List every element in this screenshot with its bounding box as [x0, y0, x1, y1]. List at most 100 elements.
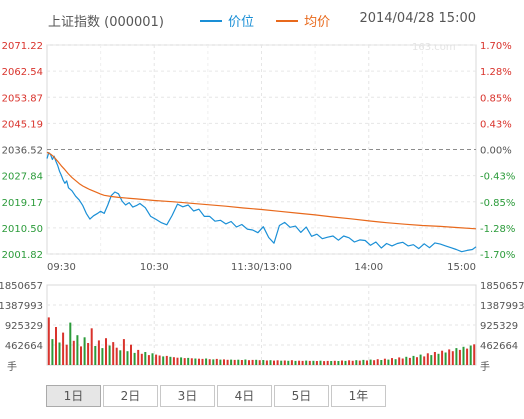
volume-bar-down	[219, 359, 222, 365]
volume-bar-up	[65, 344, 68, 365]
volume-bar-up	[301, 360, 304, 365]
legend-label-price: 价位	[228, 15, 255, 30]
volume-axis-left: 1850657 1387993 925329 462664 手	[0, 281, 43, 373]
volume-bar-up	[158, 355, 161, 365]
volume-bar-down	[262, 360, 265, 365]
volume-bar-down	[255, 359, 258, 365]
volume-bar-up	[391, 358, 393, 365]
percent-tick-label: 1.70%	[480, 41, 512, 52]
time-tick-label: 10:30	[140, 262, 169, 273]
chart-legend: 价位 均价	[200, 11, 348, 30]
volume-bar-up	[62, 332, 65, 365]
period-tabs: 1日 2日 3日 4日 5日 1年	[46, 385, 388, 407]
price-tick-label: 2027.84	[2, 172, 43, 183]
percent-tick-label: -1.70%	[480, 250, 515, 261]
volume-bar-down	[330, 361, 333, 365]
legend-swatch-average	[276, 19, 299, 22]
volume-bar-down	[369, 359, 372, 365]
volume-bar-up	[172, 357, 175, 365]
page-title: 上证指数 (000001)	[48, 15, 164, 30]
percent-tick-label: 0.85%	[480, 93, 512, 104]
volume-bar-up	[458, 349, 461, 365]
price-axis-right: 1.70% 1.28% 0.85% 0.43% 0.00% -0.43% -0.85% -1.…	[480, 41, 515, 261]
legend-swatch-price	[200, 19, 222, 22]
volume-bar-up	[112, 342, 115, 365]
volume-bar-up	[176, 357, 179, 365]
percent-tick-label: -1.28%	[480, 224, 515, 235]
price-tick-label: 2001.82	[2, 250, 43, 261]
volume-bar-down	[180, 357, 183, 365]
volume-bar-up	[215, 358, 218, 365]
legend-item-price: 价位	[200, 11, 254, 30]
percent-tick-label: 1.28%	[480, 67, 512, 78]
volume-bar-down	[430, 355, 433, 365]
volume-bar-down	[94, 346, 97, 365]
volume-bar-up	[276, 360, 279, 365]
volume-bar-down	[455, 348, 458, 365]
volume-bar-up	[165, 355, 168, 365]
volume-bar-up	[190, 358, 193, 365]
volume-bar-down	[126, 351, 129, 365]
volume-bar-up	[383, 358, 386, 365]
average-price-line	[46, 151, 477, 230]
volume-bar-up	[315, 361, 318, 365]
volume-bar-up	[308, 360, 311, 365]
volume-bar-down	[280, 360, 283, 365]
volume-bar-down	[319, 360, 322, 365]
volume-bar-down	[387, 359, 390, 365]
volume-bar-up	[198, 358, 200, 365]
time-tick-label: 09:30	[47, 262, 76, 273]
chart-datetime: 2014/04/28 15:00	[359, 11, 476, 26]
tab-5-day[interactable]: 5日	[274, 385, 329, 407]
volume-bar-up	[408, 357, 411, 365]
volume-bar-down	[169, 356, 172, 365]
tab-2-day[interactable]: 2日	[103, 385, 158, 407]
time-axis: 09:30 10:30 11:30/13:00 14:00 15:00	[47, 262, 476, 273]
volume-bar-up	[448, 349, 451, 365]
volume-bar-up	[351, 360, 354, 365]
chart-header: 上证指数 (000001) 价位 均价 2014/04/28 15:00	[0, 0, 524, 30]
percent-tick-label: -0.85%	[480, 198, 515, 209]
volume-bar-up	[248, 360, 250, 365]
volume-bar-down	[444, 352, 447, 365]
volume-bar-up	[201, 358, 204, 365]
volume-bar-down	[58, 342, 61, 365]
volume-bar-down	[462, 346, 465, 365]
volume-bar-up	[416, 357, 418, 365]
volume-bar-down	[205, 358, 208, 365]
volume-tick-label: 925329	[5, 321, 43, 332]
volume-tick-label-right: 462664	[480, 341, 518, 352]
price-tick-label: 2062.54	[2, 67, 43, 78]
volume-bar-down	[212, 359, 215, 365]
volume-bar-up	[426, 353, 429, 365]
volume-bar-up	[401, 358, 404, 365]
volume-tick-label-right: 1387993	[480, 301, 524, 312]
volume-bar-up	[233, 359, 236, 365]
tab-1-year[interactable]: 1年	[331, 385, 386, 407]
time-tick-label: 15:00	[447, 262, 476, 273]
price-tick-label: 2053.87	[2, 93, 43, 104]
volume-bar-down	[187, 357, 190, 365]
volume-bar-up	[105, 338, 107, 365]
volume-bar-down	[133, 352, 136, 365]
volume-bar-down	[312, 360, 315, 365]
volume-bar-down	[405, 356, 408, 365]
volume-bar-down	[244, 359, 247, 365]
tab-3-day[interactable]: 3日	[160, 385, 215, 407]
tab-1-day[interactable]: 1日	[46, 385, 101, 407]
volume-bar-down	[305, 360, 308, 365]
volume-tick-label-right: 925329	[480, 321, 518, 332]
volume-bar-up	[341, 360, 343, 365]
volume-bar-up	[323, 361, 326, 365]
volume-tick-label: 1387993	[0, 301, 43, 312]
volume-bar-down	[344, 360, 347, 365]
volume-bar-down	[162, 356, 165, 365]
volume-bar-up	[140, 353, 143, 365]
percent-tick-label: 0.00%	[480, 146, 512, 157]
volume-bar-up	[130, 344, 132, 365]
volume-bar-up	[358, 360, 361, 365]
volume-tick-label-right: 1850657	[480, 281, 524, 292]
tab-4-day[interactable]: 4日	[217, 385, 272, 407]
volume-bar-down	[362, 359, 365, 365]
